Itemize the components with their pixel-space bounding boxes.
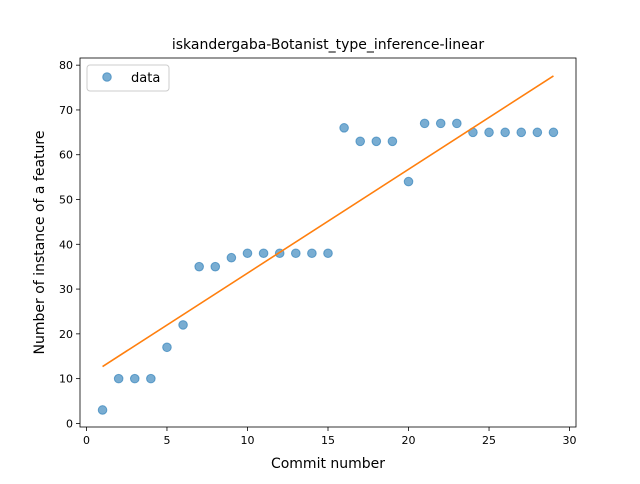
data-point bbox=[500, 127, 510, 138]
data-point bbox=[419, 118, 430, 129]
x-tick-label: 25 bbox=[482, 434, 496, 447]
x-tick-label: 30 bbox=[563, 434, 577, 447]
data-point bbox=[162, 342, 172, 353]
plot-marks bbox=[97, 75, 559, 415]
data-point bbox=[339, 123, 349, 133]
x-tick-label: 0 bbox=[83, 434, 90, 447]
data-point bbox=[548, 127, 559, 138]
data-point bbox=[484, 127, 494, 138]
data-point bbox=[178, 320, 188, 330]
data-point bbox=[97, 405, 108, 415]
y-tick-label: 50 bbox=[59, 194, 73, 207]
data-point bbox=[387, 136, 398, 147]
x-tick-label: 15 bbox=[321, 434, 335, 447]
data-point bbox=[146, 373, 156, 384]
data-point bbox=[371, 136, 382, 147]
data-point bbox=[242, 248, 253, 259]
fit-line bbox=[102, 75, 554, 368]
data-point bbox=[435, 118, 446, 129]
y-tick-label: 80 bbox=[59, 59, 73, 72]
chart-title: iskandergaba-Botanist_type_inference-lin… bbox=[172, 37, 484, 53]
x-tick-label: 5 bbox=[163, 434, 170, 447]
x-tick-label: 20 bbox=[402, 434, 416, 447]
data-point bbox=[129, 373, 140, 384]
y-tick-label: 70 bbox=[59, 104, 73, 117]
data-point bbox=[210, 261, 221, 272]
x-tick-label: 10 bbox=[240, 434, 254, 447]
y-tick-label: 20 bbox=[59, 328, 73, 341]
data-point bbox=[258, 248, 269, 259]
y-tick-label: 60 bbox=[59, 149, 73, 162]
legend-marker-data bbox=[102, 72, 112, 82]
data-point bbox=[226, 252, 237, 263]
data-point bbox=[113, 373, 124, 384]
legend-box bbox=[86, 64, 170, 92]
y-axis-label: Number of instance of a feature bbox=[32, 131, 48, 355]
legend-label-data: data bbox=[131, 71, 160, 86]
y-tick-label: 40 bbox=[59, 238, 73, 251]
y-tick-label: 30 bbox=[59, 283, 73, 296]
data-point bbox=[452, 118, 462, 129]
data-point bbox=[355, 136, 366, 147]
data-point bbox=[323, 248, 333, 259]
data-point bbox=[307, 248, 317, 259]
legend: data bbox=[86, 64, 170, 92]
y-tick-label: 0 bbox=[66, 417, 73, 430]
data-point bbox=[532, 127, 543, 138]
y-tick-label: 10 bbox=[59, 373, 73, 386]
data-point bbox=[194, 261, 204, 272]
x-axis-label: Commit number bbox=[271, 456, 385, 472]
data-point bbox=[290, 248, 301, 259]
data-point bbox=[403, 176, 414, 187]
y-axis: 0 10 20 30 40 50 60 70 80 bbox=[59, 59, 80, 430]
data-point bbox=[516, 127, 527, 138]
x-axis: 0 5 10 15 20 25 30 bbox=[83, 427, 577, 447]
